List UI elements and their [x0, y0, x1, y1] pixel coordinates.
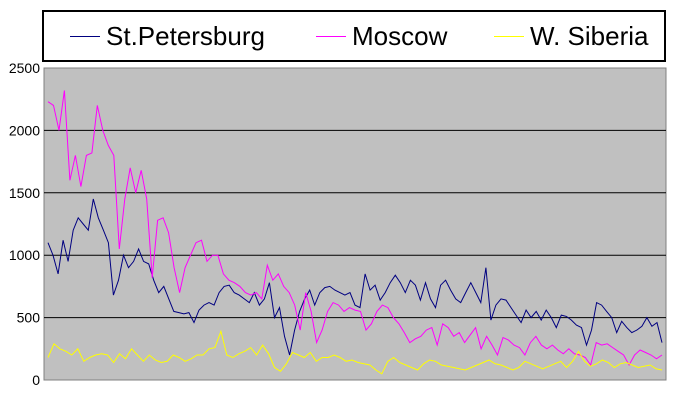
y-tick-label-500: 500: [17, 310, 41, 326]
y-axis-tick-labels: 0 500 1000 1500 2000 2500: [9, 60, 40, 388]
legend: St.Petersburg Moscow W. Siberia: [42, 10, 666, 62]
legend-label-st-petersburg: St.Petersburg: [106, 20, 265, 51]
legend-item-w-siberia: W. Siberia: [494, 12, 649, 60]
plot-background: [43, 67, 667, 381]
legend-swatch-st-petersburg: [70, 35, 100, 37]
series-line-w-siberia: [47, 329, 663, 375]
y-tick-label-0: 0: [32, 372, 40, 388]
y-tick-label-2000: 2000: [9, 122, 40, 138]
series-line-st-petersburg: [47, 198, 663, 356]
legend-item-moscow: Moscow: [316, 12, 447, 60]
y-tick-label-2500: 2500: [9, 60, 40, 76]
legend-label-moscow: Moscow: [352, 20, 448, 51]
legend-swatch-moscow: [316, 35, 346, 37]
gridlines: [44, 129, 666, 319]
series-lines: [47, 90, 663, 375]
y-tick-label-1000: 1000: [9, 247, 40, 263]
series-line-moscow: [47, 90, 663, 367]
legend-label-w-siberia: W. Siberia: [530, 20, 649, 51]
y-tick-label-1500: 1500: [9, 185, 40, 201]
legend-swatch-w-siberia: [494, 35, 524, 37]
legend-item-st-petersburg: St.Petersburg: [70, 12, 265, 60]
